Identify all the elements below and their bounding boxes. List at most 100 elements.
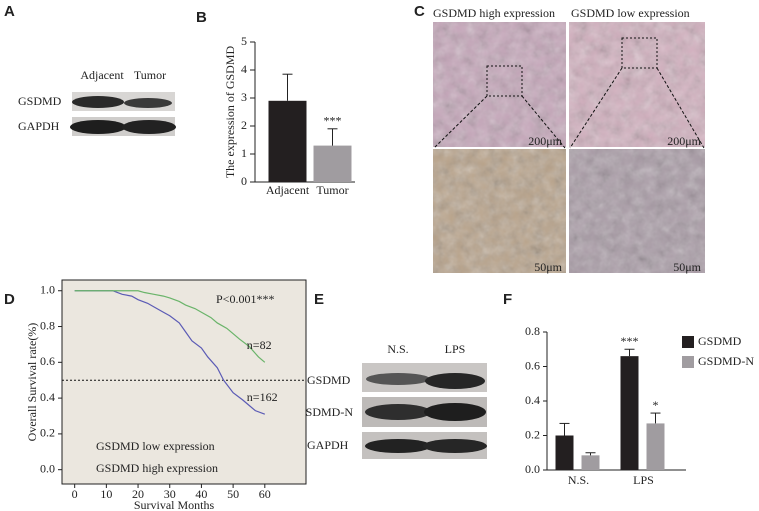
band: [122, 120, 176, 134]
zoom-box: [486, 65, 523, 97]
y-tick-label: 0.8: [525, 324, 540, 338]
scale-bar: 50μm: [673, 260, 701, 274]
band: [424, 403, 486, 421]
y-tick-label: 0.4: [40, 390, 55, 404]
error-bar: [650, 412, 661, 424]
y-tick-label: 0.0: [525, 462, 540, 476]
band: [423, 439, 487, 453]
y-tick-label: 0.2: [40, 426, 55, 440]
bar: [268, 100, 307, 182]
band: [366, 373, 430, 385]
scale-bar: 50μm: [534, 260, 562, 274]
row-label: GSDMD: [18, 94, 62, 108]
blot-a: Adjacent Tumor GSDMD GAPDH: [18, 68, 176, 136]
ihc-title: GSDMD low expression: [571, 6, 690, 20]
legend-swatch: [682, 356, 694, 368]
plot-area: [61, 279, 307, 485]
x-tick-label: 60: [259, 487, 271, 501]
x-tick-label: 20: [132, 487, 144, 501]
legend-label: GSDMD high expression: [96, 461, 218, 475]
blot-e: N.S. LPS GSDMD GSDMD-N GAPDH: [297, 342, 487, 459]
x-tick-label: 50: [227, 487, 239, 501]
bar: [646, 423, 665, 470]
panel-label: B: [196, 9, 207, 26]
p-value: P<0.001***: [216, 292, 274, 306]
lane-label: Tumor: [134, 68, 166, 82]
y-tick-label: 0.4: [525, 393, 540, 407]
zoom-line: [433, 95, 488, 149]
panel-label: C: [414, 3, 425, 20]
y-tick-label: 5: [241, 34, 247, 48]
band: [70, 120, 126, 134]
significance: ***: [324, 114, 342, 128]
y-tick-label: 0.6: [40, 354, 55, 368]
x-tick-label: Tumor: [316, 183, 348, 197]
error-bar: [585, 452, 596, 456]
zoom-line: [569, 67, 623, 149]
y-tick-label: 1: [241, 146, 247, 160]
panel-label: F: [503, 291, 512, 308]
row-label: GSDMD: [307, 373, 351, 387]
ihc-texture: [569, 22, 705, 147]
band: [124, 98, 172, 108]
x-tick-label: Adjacent: [266, 183, 310, 197]
band: [365, 404, 431, 420]
significance: *: [653, 398, 659, 412]
y-tick-label: 0.6: [525, 358, 540, 372]
ihc-texture: [433, 149, 566, 273]
x-tick-label: 0: [72, 487, 78, 501]
lane-label: Adjacent: [80, 68, 124, 82]
bar: [581, 455, 600, 470]
band: [72, 96, 124, 108]
y-tick-label: 2: [241, 118, 247, 132]
x-tick-label: LPS: [633, 473, 654, 487]
panel-label: D: [4, 291, 15, 308]
legend-label: GSDMD-N: [698, 354, 754, 368]
scale-bar: 200μm: [528, 134, 562, 148]
ihc-texture: [569, 149, 705, 273]
y-tick-label: 4: [241, 62, 247, 76]
row-label: GAPDH: [18, 119, 60, 133]
curve-label: n=82: [247, 338, 272, 352]
ihc-texture: [433, 22, 566, 147]
x-axis-label: Survival Months: [134, 498, 215, 511]
row-label: GSDMD-N: [297, 405, 353, 419]
lane-label: N.S.: [387, 342, 408, 356]
survival-curve: [74, 290, 266, 363]
y-axis-label: Overall Survival rate(%): [25, 323, 39, 442]
bar: [620, 356, 639, 470]
x-tick-label: 10: [100, 487, 112, 501]
row-label: GAPDH: [307, 438, 349, 452]
scale-bar: 200μm: [667, 134, 701, 148]
band: [365, 439, 431, 453]
y-tick-label: 0.2: [525, 427, 540, 441]
curve-label: n=162: [247, 390, 278, 404]
x-tick-label: N.S.: [568, 473, 589, 487]
legend-label: GSDMD: [698, 334, 742, 348]
panel-label: E: [314, 291, 324, 308]
band: [425, 373, 485, 389]
y-tick-label: 0: [241, 174, 247, 188]
error-bar: [559, 422, 570, 436]
legend-swatch: [682, 336, 694, 348]
y-tick-label: 0.0: [40, 461, 55, 475]
significance: ***: [621, 334, 639, 348]
zoom-line: [656, 67, 705, 149]
error-bar: [327, 128, 338, 146]
legend-label: GSDMD low expression: [96, 439, 215, 453]
survival-curve: [74, 290, 266, 415]
bar: [555, 435, 574, 470]
bar: [313, 145, 352, 182]
zoom-box: [621, 37, 658, 69]
ihc-panel: GSDMD high expression GSDMD low expressi…: [433, 6, 705, 274]
y-tick-label: 0.8: [40, 318, 55, 332]
x-tick-label: 30: [164, 487, 176, 501]
lane-label: LPS: [445, 342, 466, 356]
error-bar: [624, 348, 635, 357]
ihc-title: GSDMD high expression: [433, 6, 555, 20]
error-bar: [282, 73, 293, 101]
y-tick-label: 1.0: [40, 282, 55, 296]
x-tick-label: 40: [195, 487, 207, 501]
zoom-line: [521, 95, 566, 149]
